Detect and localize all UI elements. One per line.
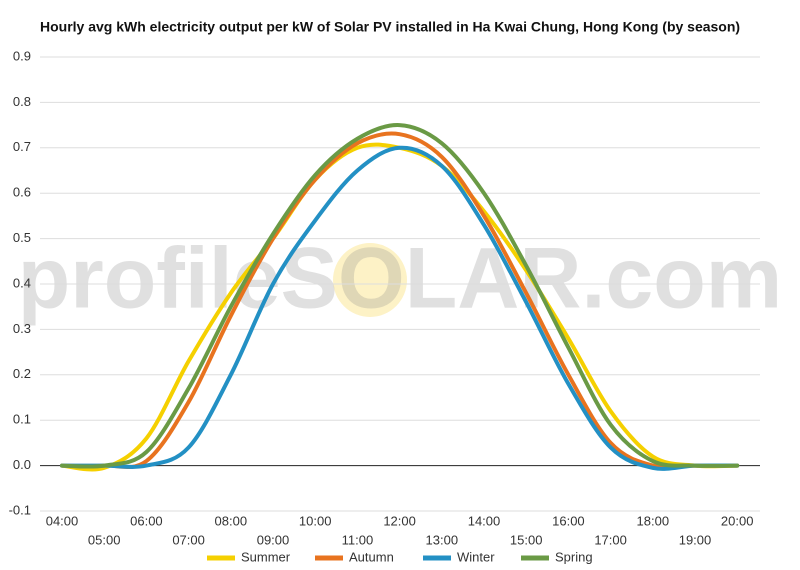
y-tick-label: 0.5	[13, 230, 31, 245]
legend-label: Summer	[241, 549, 291, 564]
x-tick-label: 10:00	[299, 513, 332, 528]
x-tick-label: 04:00	[46, 513, 79, 528]
y-tick-label: 0.1	[13, 412, 31, 427]
x-tick-label: 06:00	[130, 513, 163, 528]
x-tick-label: 18:00	[637, 513, 670, 528]
x-tick-label: 12:00	[383, 513, 416, 528]
legend-label: Winter	[457, 549, 495, 564]
x-tick-label: 19:00	[679, 532, 712, 547]
y-tick-label: 0.4	[13, 275, 31, 290]
x-tick-label: 13:00	[426, 532, 459, 547]
series-line	[60, 123, 740, 469]
watermark: profileSOLAR.com	[18, 231, 783, 327]
x-tick-label: 08:00	[215, 513, 248, 528]
x-tick-label: 07:00	[172, 532, 205, 547]
y-tick-label: 0.3	[13, 321, 31, 336]
x-tick-label: 05:00	[88, 532, 121, 547]
y-tick-label: 0.0	[13, 457, 31, 472]
x-tick-label: 17:00	[594, 532, 627, 547]
y-tick-label: 0.6	[13, 185, 31, 200]
x-tick-label: 15:00	[510, 532, 543, 547]
y-tick-label: 0.9	[13, 48, 31, 63]
y-tick-label: 0.8	[13, 94, 31, 109]
x-tick-label: 16:00	[552, 513, 585, 528]
y-tick-label: 0.7	[13, 139, 31, 154]
watermark-sun	[333, 243, 407, 317]
x-tick-label: 11:00	[342, 532, 374, 547]
chart-title: Hourly avg kWh electricity output per kW…	[40, 19, 740, 35]
series-line	[60, 145, 740, 471]
y-tick-label: 0.2	[13, 366, 31, 381]
x-tick-label: 14:00	[468, 513, 501, 528]
x-tick-label: 20:00	[721, 513, 754, 528]
legend-label: Spring	[555, 549, 593, 564]
y-tick-label: -0.1	[9, 502, 31, 517]
x-tick-label: 09:00	[257, 532, 290, 547]
legend-label: Autumn	[349, 549, 394, 564]
series-line	[60, 131, 740, 470]
